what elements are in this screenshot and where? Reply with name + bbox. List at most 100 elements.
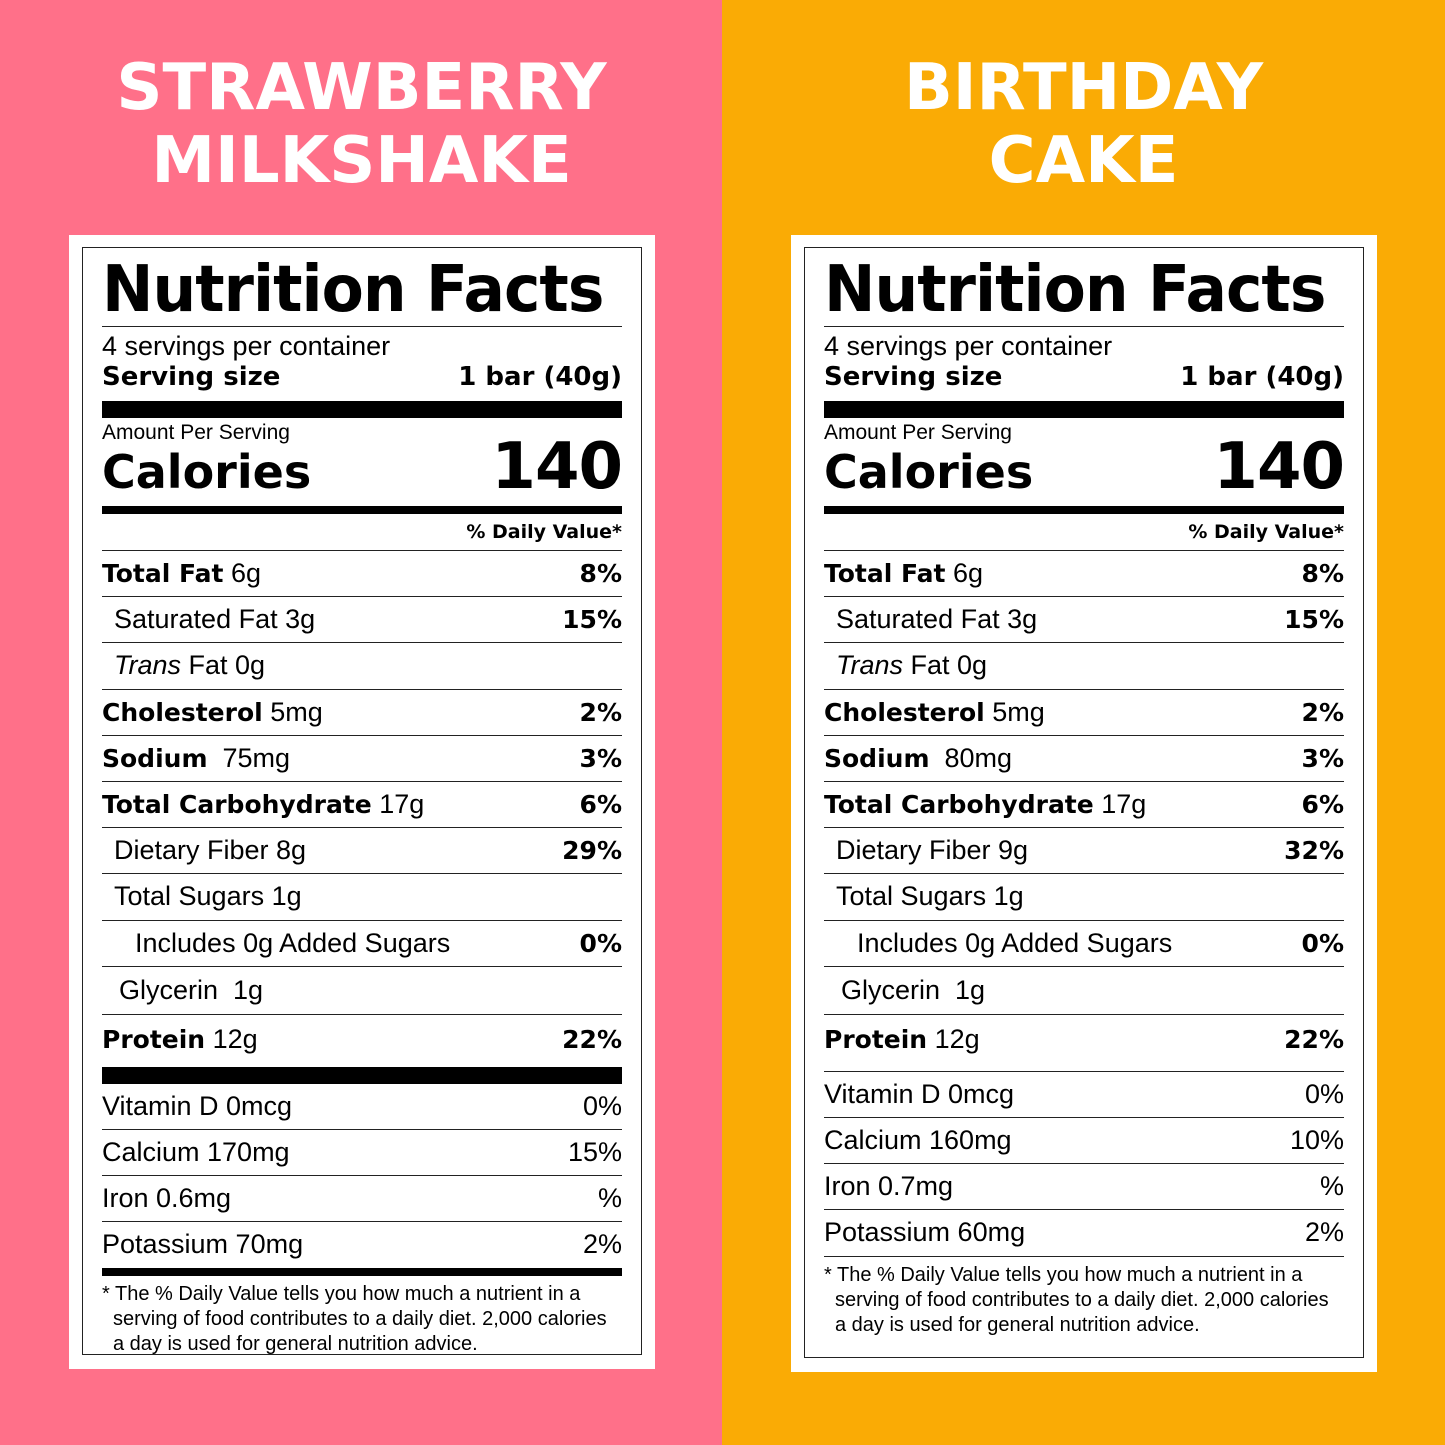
nutrient-name: Sodium 80mg bbox=[824, 743, 1012, 774]
nutrient-row: Total Carbohydrate 17g 6% bbox=[102, 782, 622, 829]
nutrient-row: Protein 12g 22% bbox=[824, 1015, 1344, 1065]
nutrient-name: Glycerin 1g bbox=[102, 975, 263, 1006]
serving-size-label: Serving size bbox=[824, 362, 1003, 392]
nutrient-list: Total Fat 6g 8% Saturated Fat 3g 15% Trans F… bbox=[824, 551, 1344, 1065]
vitamin-daily-value: 0% bbox=[1304, 1078, 1344, 1109]
vitamin-row: Calcium 160mg 10% bbox=[824, 1118, 1344, 1164]
nutrient-amount: Includes 0g Added Sugars bbox=[135, 927, 451, 958]
nutrient-name-bold: Sodium bbox=[102, 743, 208, 773]
nutrient-name: Glycerin 1g bbox=[824, 975, 985, 1006]
nutrient-name: Saturated Fat 3g bbox=[102, 604, 315, 635]
nutrient-amount: Fat 0g bbox=[181, 650, 266, 681]
vitamin-row: Iron 0.6mg% bbox=[102, 1176, 622, 1222]
nutrient-daily-value: 22% bbox=[562, 1025, 622, 1055]
nutrient-name: Trans Fat 0g bbox=[102, 650, 265, 681]
nutrient-row: Total Carbohydrate 17g 6% bbox=[824, 782, 1344, 829]
divider bbox=[824, 326, 1344, 327]
vitamin-daily-value: 2% bbox=[582, 1229, 622, 1260]
divider bbox=[102, 326, 622, 327]
nutrient-row: Dietary Fiber 8g 29% bbox=[102, 828, 622, 875]
vitamin-daily-value: % bbox=[1319, 1170, 1344, 1201]
nutrient-row: Cholesterol 5mg 2% bbox=[824, 690, 1344, 736]
vitamin-name: Calcium 170mg bbox=[102, 1136, 290, 1167]
nutrient-amount: 17g bbox=[1093, 789, 1147, 820]
nutrient-daily-value: 3% bbox=[1301, 743, 1344, 773]
nutrient-name: Dietary Fiber 9g bbox=[824, 835, 1028, 866]
nutrient-daily-value: 0% bbox=[579, 928, 622, 958]
nutrient-name: Dietary Fiber 8g bbox=[102, 835, 306, 866]
nutrient-daily-value: 15% bbox=[562, 605, 622, 635]
nutrient-name-bold: Sodium bbox=[824, 743, 930, 773]
nutrient-daily-value: 29% bbox=[562, 836, 622, 866]
nutrient-row: Saturated Fat 3g 15% bbox=[824, 597, 1344, 644]
vitamin-name: Iron 0.6mg bbox=[102, 1182, 232, 1213]
nutrient-name: Trans Fat 0g bbox=[824, 650, 987, 681]
nutrient-daily-value: 3% bbox=[579, 743, 622, 773]
daily-value-header: % Daily Value* bbox=[102, 514, 622, 551]
daily-value-footnote: * The % Daily Value tells you how much a… bbox=[102, 1282, 607, 1355]
flavor-title-line1: BIRTHDAY bbox=[903, 51, 1264, 125]
vitamin-row: Potassium 70mg 2% bbox=[102, 1222, 622, 1268]
nutrient-amount: 5mg bbox=[262, 696, 323, 727]
nutrient-row: Total Fat 6g 8% bbox=[102, 551, 622, 598]
vitamin-daily-value: % bbox=[597, 1182, 622, 1213]
nutrient-name-bold: Total Fat bbox=[824, 559, 946, 589]
vitamin-name: Iron 0.7mg bbox=[824, 1170, 954, 1201]
nutrient-name: Protein 12g bbox=[102, 1024, 258, 1055]
nutrient-amount: 80mg bbox=[929, 742, 1013, 773]
nutrient-amount: Includes 0g Added Sugars bbox=[857, 927, 1173, 958]
nutrient-list: Total Fat 6g 8% Saturated Fat 3g 15% Trans F… bbox=[102, 551, 622, 1065]
nutrient-amount: 17g bbox=[371, 789, 425, 820]
vitamin-list: Vitamin D 0mcg 0% Calcium 170mg 15% Iron 0.6… bbox=[102, 1084, 622, 1268]
thin-divider bbox=[824, 1070, 1344, 1072]
nutrient-amount: Glycerin 1g bbox=[119, 974, 264, 1005]
nutrient-row: Dietary Fiber 9g 32% bbox=[824, 828, 1344, 875]
calories-value: 140 bbox=[1213, 430, 1345, 504]
nutrient-name: Includes 0g Added Sugars bbox=[102, 928, 450, 959]
flavor-title-line2: MILKSHAKE bbox=[151, 124, 572, 198]
nutrition-label-card: Nutrition Facts 4 servings per container… bbox=[69, 235, 655, 1369]
nutrient-name: Total Fat 6g bbox=[102, 558, 261, 589]
nutrient-amount: Glycerin 1g bbox=[841, 974, 986, 1005]
nutrient-row: Cholesterol 5mg 2% bbox=[102, 690, 622, 736]
nutrient-daily-value: 32% bbox=[1284, 836, 1344, 866]
nutrient-daily-value: 2% bbox=[579, 697, 622, 727]
nutrient-daily-value: 22% bbox=[1284, 1025, 1344, 1055]
nutrient-name-bold: Cholesterol bbox=[102, 697, 263, 727]
flavor-title: STRAWBERRY MILKSHAKE bbox=[0, 52, 723, 198]
nutrition-label-card: Nutrition Facts 4 servings per container… bbox=[791, 235, 1377, 1372]
vitamin-name: Vitamin D 0mcg bbox=[824, 1078, 1015, 1109]
nutrient-name: Total Sugars 1g bbox=[824, 881, 1024, 912]
nutrient-amount: 12g bbox=[205, 1024, 258, 1055]
nutrient-daily-value: 0% bbox=[1301, 928, 1344, 958]
nutrient-amount: 6g bbox=[945, 558, 983, 589]
nutrient-amount: 6g bbox=[223, 558, 261, 589]
nutrient-daily-value: 8% bbox=[579, 559, 622, 589]
serving-size-row: Serving size 1 bar (40g) bbox=[102, 361, 622, 393]
birthday-cake-panel: BIRTHDAY CAKE Nutrition Facts 4 servings… bbox=[722, 0, 1445, 1445]
nutrient-row: Glycerin 1g bbox=[102, 967, 622, 1015]
nutrient-name: Total Sugars 1g bbox=[102, 881, 302, 912]
nutrient-name-bold: Total Carbohydrate bbox=[824, 790, 1094, 820]
nutrient-name: Saturated Fat 3g bbox=[824, 604, 1037, 635]
calories-label: Calories bbox=[102, 445, 312, 499]
nutrient-name-italic: Trans bbox=[114, 650, 182, 681]
nutrition-facts-title: Nutrition Facts bbox=[102, 253, 604, 327]
calories-value: 140 bbox=[491, 430, 623, 504]
nutrient-name-bold: Protein bbox=[824, 1025, 928, 1055]
nutrient-row: Protein 12g 22% bbox=[102, 1015, 622, 1065]
nutrient-name: Sodium 75mg bbox=[102, 743, 290, 774]
nutrient-amount: Total Sugars 1g bbox=[836, 881, 1024, 912]
vitamin-name: Calcium 160mg bbox=[824, 1124, 1012, 1155]
nutrient-amount: Saturated Fat 3g bbox=[114, 604, 316, 635]
serving-size-value: 1 bar (40g) bbox=[1180, 362, 1344, 392]
nutrient-row: Sodium 75mg 3% bbox=[102, 736, 622, 782]
vitamin-name: Vitamin D 0mcg bbox=[102, 1090, 293, 1121]
servings-per-container: 4 servings per container bbox=[102, 331, 391, 361]
serving-size-row: Serving size 1 bar (40g) bbox=[824, 361, 1344, 393]
thin-divider bbox=[824, 1255, 1344, 1257]
nutrient-name: Cholesterol 5mg bbox=[824, 697, 1045, 728]
nutrient-daily-value: 6% bbox=[1301, 790, 1344, 820]
thick-divider bbox=[102, 1066, 622, 1084]
vitamin-daily-value: 15% bbox=[567, 1136, 622, 1167]
